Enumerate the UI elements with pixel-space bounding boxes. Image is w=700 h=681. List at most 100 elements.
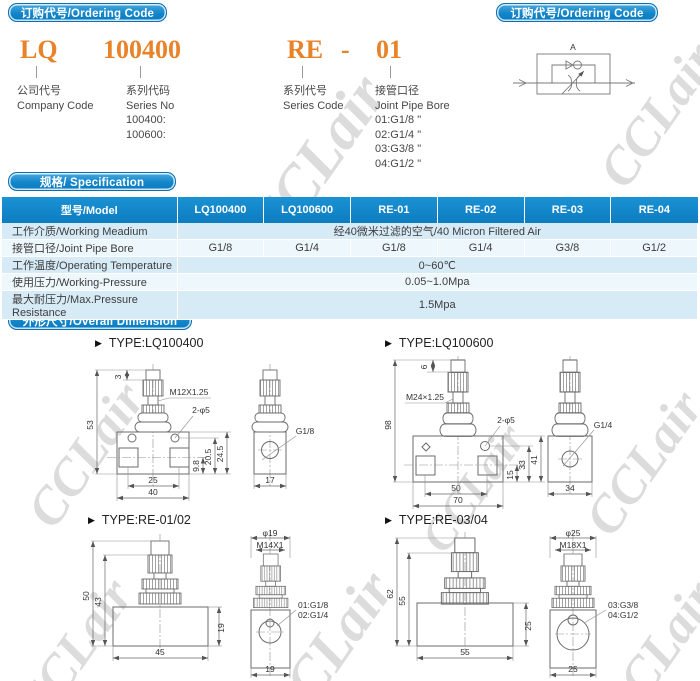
company-label-en: Company Code <box>17 99 94 112</box>
dim-label: φ25 <box>566 528 581 538</box>
row-label: 使用压力/Working-Pressure <box>2 273 178 291</box>
bore-label-en: Joint Pipe Bore <box>375 99 450 112</box>
code-tick <box>36 66 37 78</box>
dim-label: 55 <box>460 647 470 657</box>
row-label: 工作温度/Operating Temperature <box>2 256 178 274</box>
code-dash: - <box>341 35 350 64</box>
dim-label: 2-φ5 <box>192 405 210 415</box>
company-code-legend: 公司代号 Company Code <box>17 84 93 113</box>
row-label: 最大耐压力/Max.Pressure Resistance <box>2 290 178 320</box>
type-title-label: TYPE:RE-03/04 <box>398 513 488 527</box>
series-item: 100400: <box>126 114 166 126</box>
table-row: 使用压力/Working-Pressure 0.05~1.0Mpa <box>2 273 698 291</box>
dim-label: 19 <box>216 623 226 633</box>
triangle-bullet-icon: ▶ <box>385 337 392 348</box>
series-code-legend: 系列代号 Series Code <box>283 84 344 113</box>
triangle-bullet-icon: ▶ <box>385 514 392 525</box>
col-model: 型号/Model <box>2 197 178 223</box>
dim-label: 20.5 <box>203 448 213 465</box>
ordering-code-header-right: 订购代号/Ordering Code <box>496 3 658 22</box>
specification-table: 型号/Model LQ100400 LQ100600 RE-01 RE-02 R… <box>2 197 698 320</box>
dim-label: M24×1.25 <box>406 392 444 402</box>
triangle-bullet-icon: ▶ <box>95 337 102 348</box>
series-label-cn: 系列代码 <box>126 85 170 97</box>
drawing-re0304: 62 55 25 55 φ25 M18X1 03 <box>385 528 639 678</box>
dim-label: 34 <box>565 483 575 493</box>
bore-item: 04:G1/2 " <box>375 157 422 170</box>
type-title-re0102: ▶ TYPE:RE-01/02 <box>88 513 191 527</box>
ordering-code-header-left: 订购代号/Ordering Code <box>8 3 167 22</box>
recode-label-en: Series Code <box>283 99 344 112</box>
throttle-arc <box>567 74 573 92</box>
dim-label: 98 <box>383 420 393 430</box>
bore-item: 02:G1/4 " <box>375 128 422 141</box>
table-row: 最大耐压力/Max.Pressure Resistance 1.5Mpa <box>2 290 698 320</box>
cell: G1/4 <box>263 239 351 257</box>
specification-header: 规格/ Specification <box>8 172 176 191</box>
bore-item: 01:G1/8 " <box>375 114 422 126</box>
dim-label: 25 <box>568 664 578 674</box>
code-bore: 01 <box>376 35 402 64</box>
bypass-line <box>551 64 596 83</box>
flow-arrow-icon <box>518 79 528 87</box>
bore-item: 03:G3/8 " <box>375 143 422 155</box>
dim-label: 6 <box>419 364 429 369</box>
watermark: CCLair <box>574 380 700 546</box>
col-re04: RE-04 <box>610 197 698 223</box>
col-lq100400: LQ100400 <box>177 197 265 223</box>
watermark: CCLair <box>4 568 145 681</box>
check-valve-ball <box>573 60 582 70</box>
cell: G1/4 <box>437 239 525 257</box>
cell: G1/8 <box>350 239 438 257</box>
dim-label: φ19 <box>263 528 278 538</box>
table-row: 接管口径/Joint Pipe Bore G1/8 G1/4 G1/8 G1/4… <box>2 239 698 257</box>
col-re03: RE-03 <box>524 197 612 223</box>
dim-label: 41 <box>529 455 539 465</box>
watermark: CCLair <box>588 32 700 198</box>
type-title-label: TYPE:LQ100600 <box>398 336 494 350</box>
code-series: RE <box>287 35 324 64</box>
dim-label: 45 <box>155 647 165 657</box>
specification-header-label: 规格/ Specification <box>39 176 145 189</box>
table-header-row: 型号/Model LQ100400 LQ100600 RE-01 RE-02 R… <box>2 197 698 223</box>
table-row: 工作介质/Working Meadium 经40微米过滤的空气/40 Micro… <box>2 223 698 240</box>
watermark: CCLair <box>588 570 700 681</box>
row-label: 接管口径/Joint Pipe Bore <box>2 239 178 257</box>
ordering-code-header-left-label: 订购代号/Ordering Code <box>20 7 155 20</box>
triangle-bullet-icon: ▶ <box>88 514 95 525</box>
company-label-cn: 公司代号 <box>17 85 61 97</box>
recode-label-cn: 系列代号 <box>283 85 327 97</box>
table-row: 工作温度/Operating Temperature 0~60℃ <box>2 256 698 274</box>
type-title-label: TYPE:RE-01/02 <box>101 513 191 527</box>
series-no-legend: 系列代码 Series No 100400: 100600: <box>126 84 174 142</box>
cell: G1/2 <box>610 239 698 257</box>
row-label: 工作介质/Working Meadium <box>2 223 178 240</box>
check-valve-icon <box>565 60 574 70</box>
row-value: 经40微米过滤的空气/40 Micron Filtered Air <box>177 223 698 240</box>
symbol-port-label: A <box>570 42 576 52</box>
col-re01: RE-01 <box>350 197 438 223</box>
dim-label: M14X1 <box>257 540 284 550</box>
cell: G1/8 <box>177 239 265 257</box>
dim-label: 24.5 <box>215 445 225 462</box>
col-lq100600: LQ100600 <box>263 197 351 223</box>
cell: G3/8 <box>524 239 612 257</box>
throttle-arc <box>575 74 581 92</box>
bore-legend: 接管口径 Joint Pipe Bore 01:G1/8 " 02:G1/4 "… <box>375 84 450 171</box>
code-company: LQ <box>20 35 58 64</box>
dim-label: 25 <box>523 621 533 631</box>
bore-label-cn: 接管口径 <box>375 85 419 97</box>
type-title-re0304: ▶ TYPE:RE-03/04 <box>385 513 488 527</box>
ordering-code-header-right-label: 订购代号/Ordering Code <box>510 7 644 20</box>
pneumatic-symbol: A <box>513 42 635 95</box>
code-tick <box>302 66 303 78</box>
row-value: 0~60℃ <box>177 256 698 274</box>
dim-label: 40 <box>148 487 158 497</box>
col-re02: RE-02 <box>437 197 525 223</box>
dim-label: G1/8 <box>296 426 315 436</box>
dim-label: M18X1 <box>560 540 587 550</box>
watermark: CCLair <box>411 414 535 562</box>
dim-label: M12X1.25 <box>170 387 209 397</box>
row-value: 0.05~1.0Mpa <box>177 273 698 291</box>
